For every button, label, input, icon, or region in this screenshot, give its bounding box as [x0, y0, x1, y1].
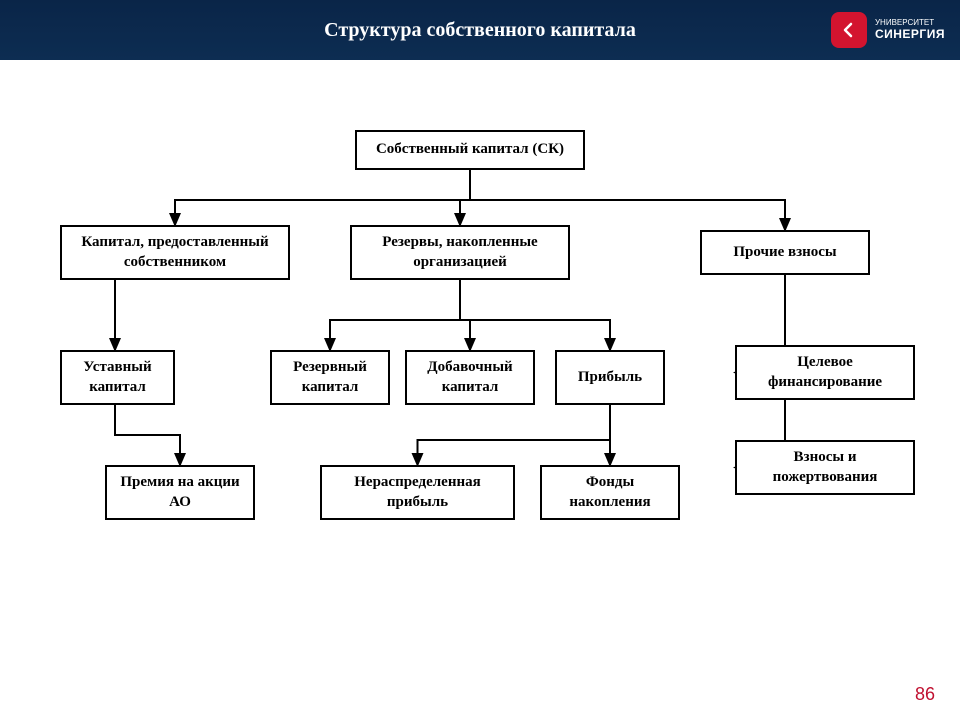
- node-rezcap: Резервный капитал: [270, 350, 390, 405]
- node-root: Собственный капитал (СК): [355, 130, 585, 170]
- node-dobav: Добавочный капитал: [405, 350, 535, 405]
- node-prib: Прибыль: [555, 350, 665, 405]
- node-vznos: Взносы и пожертвования: [735, 440, 915, 495]
- page-number: 86: [915, 684, 935, 705]
- brand-logo: УНИВЕРСИТЕТ СИНЕРГИЯ: [831, 12, 945, 48]
- node-ustav: Уставный капитал: [60, 350, 175, 405]
- brand-big: СИНЕРГИЯ: [875, 28, 945, 41]
- node-target: Целевое финансирование: [735, 345, 915, 400]
- brand-text: УНИВЕРСИТЕТ СИНЕРГИЯ: [875, 19, 945, 41]
- node-fondy: Фонды накопления: [540, 465, 680, 520]
- node-owner: Капитал, предоставленный собственником: [60, 225, 290, 280]
- node-reserv: Резервы, накопленные организацией: [350, 225, 570, 280]
- slide-header: Структура собственного капитала УНИВЕРСИ…: [0, 0, 960, 60]
- node-premia: Премия на акции АО: [105, 465, 255, 520]
- brand-badge-icon: [831, 12, 867, 48]
- node-neras: Нераспределенная прибыль: [320, 465, 515, 520]
- node-other: Прочие взносы: [700, 230, 870, 275]
- flowchart-diagram: Собственный капитал (СК) Капитал, предост…: [0, 60, 960, 660]
- slide-title: Структура собственного капитала: [324, 19, 636, 42]
